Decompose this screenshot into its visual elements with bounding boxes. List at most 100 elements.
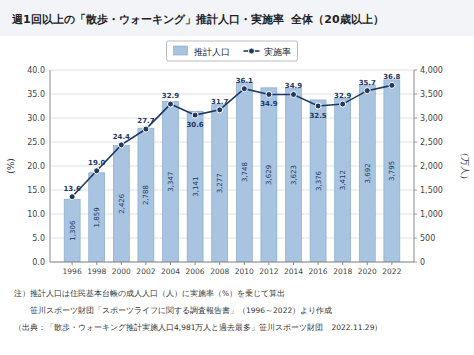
x-tick (195, 262, 196, 265)
x-tick-label: 2000 (112, 267, 131, 276)
y-tick-label: 5.0 (32, 234, 45, 243)
y2-tick-label: 4,000 (420, 66, 443, 75)
bar-label: 3,412 (339, 170, 347, 190)
bar (89, 173, 105, 262)
y-tick-label: 25.0 (27, 138, 45, 147)
title: 週1回以上の「散歩・ウォーキング」推計人口・実施率 全体（20歳以上） (11, 13, 384, 26)
x-tick-label: 2012 (259, 267, 278, 276)
bar (310, 100, 326, 262)
x-tick-label: 2022 (382, 267, 401, 276)
line-label: 36.1 (236, 77, 253, 85)
x-tick (72, 262, 73, 265)
y-axis-line (50, 70, 51, 262)
bar-label: 2,788 (142, 185, 150, 205)
y-tick-label: 0.0 (32, 258, 45, 267)
x-tick (96, 262, 97, 265)
marker (217, 107, 223, 113)
marker (340, 101, 346, 107)
x-tick (219, 262, 220, 265)
x-tick-label: 2014 (284, 267, 303, 276)
grid (50, 70, 414, 262)
bar (113, 146, 129, 262)
line-label: 30.6 (186, 121, 203, 129)
y-tick-label: 20.0 (27, 162, 45, 171)
plot-area (64, 80, 400, 262)
x-tick-label: 1996 (63, 267, 82, 276)
bar-label: 3,748 (241, 162, 249, 182)
bar (163, 101, 179, 262)
grid-line (50, 70, 414, 71)
bar (64, 199, 80, 262)
line-label: 34.9 (285, 82, 302, 90)
bar-label: 3,692 (364, 163, 372, 183)
x-tick (342, 262, 343, 265)
legend-marker (249, 48, 255, 54)
marker (266, 91, 272, 97)
x-tick-label: 1998 (87, 267, 106, 276)
line-label: 34.9 (260, 100, 277, 108)
bar (138, 128, 154, 262)
bar-label: 3,629 (265, 165, 273, 185)
legend-box (167, 41, 298, 61)
chart: 週1回以上の「散歩・ウォーキング」推計人口・実施率 全体（20歳以上） 0.0 5.… (0, 0, 474, 355)
bar-label: 1,306 (69, 220, 77, 241)
bar (335, 98, 351, 262)
bar (261, 88, 277, 262)
line-label: 13.6 (63, 185, 80, 193)
y2-tick-label: 500 (420, 234, 435, 243)
x-tick-label: 2006 (186, 267, 205, 276)
line-label: 27.7 (137, 117, 154, 125)
grid-line (50, 262, 414, 263)
y2-tick-label: 3,000 (420, 114, 443, 123)
line-label: 32.5 (309, 112, 326, 120)
bar (212, 105, 228, 262)
line (72, 85, 392, 196)
x-tick (318, 262, 319, 265)
bar-label: 3,141 (192, 177, 200, 197)
x-tick (268, 262, 269, 265)
y2-tick-label: 3,500 (420, 90, 443, 99)
marker (94, 168, 100, 174)
x-tick-label: 2010 (235, 267, 254, 276)
marker (290, 91, 296, 97)
legend: 推計人口 実施率 (167, 41, 298, 61)
marker (69, 194, 75, 200)
marker (143, 126, 149, 132)
y-tick-label: 35.0 (27, 90, 45, 99)
legend-swatch (174, 46, 188, 55)
marker (241, 86, 247, 92)
line-label: 36.8 (383, 73, 400, 81)
marker (364, 88, 370, 94)
line-label: 35.7 (359, 79, 376, 87)
legend-label: 実施率 (264, 47, 291, 57)
bar-label: 2,426 (118, 193, 126, 214)
x-tick-label: 2016 (309, 267, 328, 276)
bar-label: 3,347 (167, 172, 175, 192)
y2-tick-label: 2,000 (420, 162, 443, 171)
marker (118, 142, 124, 148)
bar-label: 1,859 (93, 207, 101, 227)
y2-axis-label: （万人） (460, 148, 470, 184)
x-tick (367, 262, 368, 265)
bar (384, 80, 400, 262)
data-labels: 1,3061,8592,4262,7883,3473,1413,2773,748… (63, 73, 400, 240)
y2-axis-line (414, 70, 415, 262)
x-tick-label: 2008 (210, 267, 229, 276)
y2-tick-label: 0 (420, 258, 425, 267)
marker (315, 103, 321, 109)
line-label: 32.9 (334, 92, 351, 100)
marker (168, 101, 174, 107)
bar (285, 88, 301, 262)
legend-label: 推計人口 (194, 47, 230, 57)
note: 笹川スポーツ財団「スポーツライフに関する調査報告書」（1996～2022）より作… (14, 306, 332, 315)
marker (192, 112, 198, 118)
legend-item: 実施率 (244, 47, 291, 57)
x-tick-label: 2004 (161, 267, 180, 276)
note: 注）推計人口は住民基本台帳の成人人口（人）に実施率（%）を乗じて算出 (14, 289, 285, 298)
x-tick (170, 262, 171, 265)
x-tick (244, 262, 245, 265)
bar-label: 3,795 (388, 161, 396, 181)
line-label: 19.0 (88, 159, 105, 167)
line-label: 24.4 (113, 133, 130, 141)
x-tick (121, 262, 122, 265)
